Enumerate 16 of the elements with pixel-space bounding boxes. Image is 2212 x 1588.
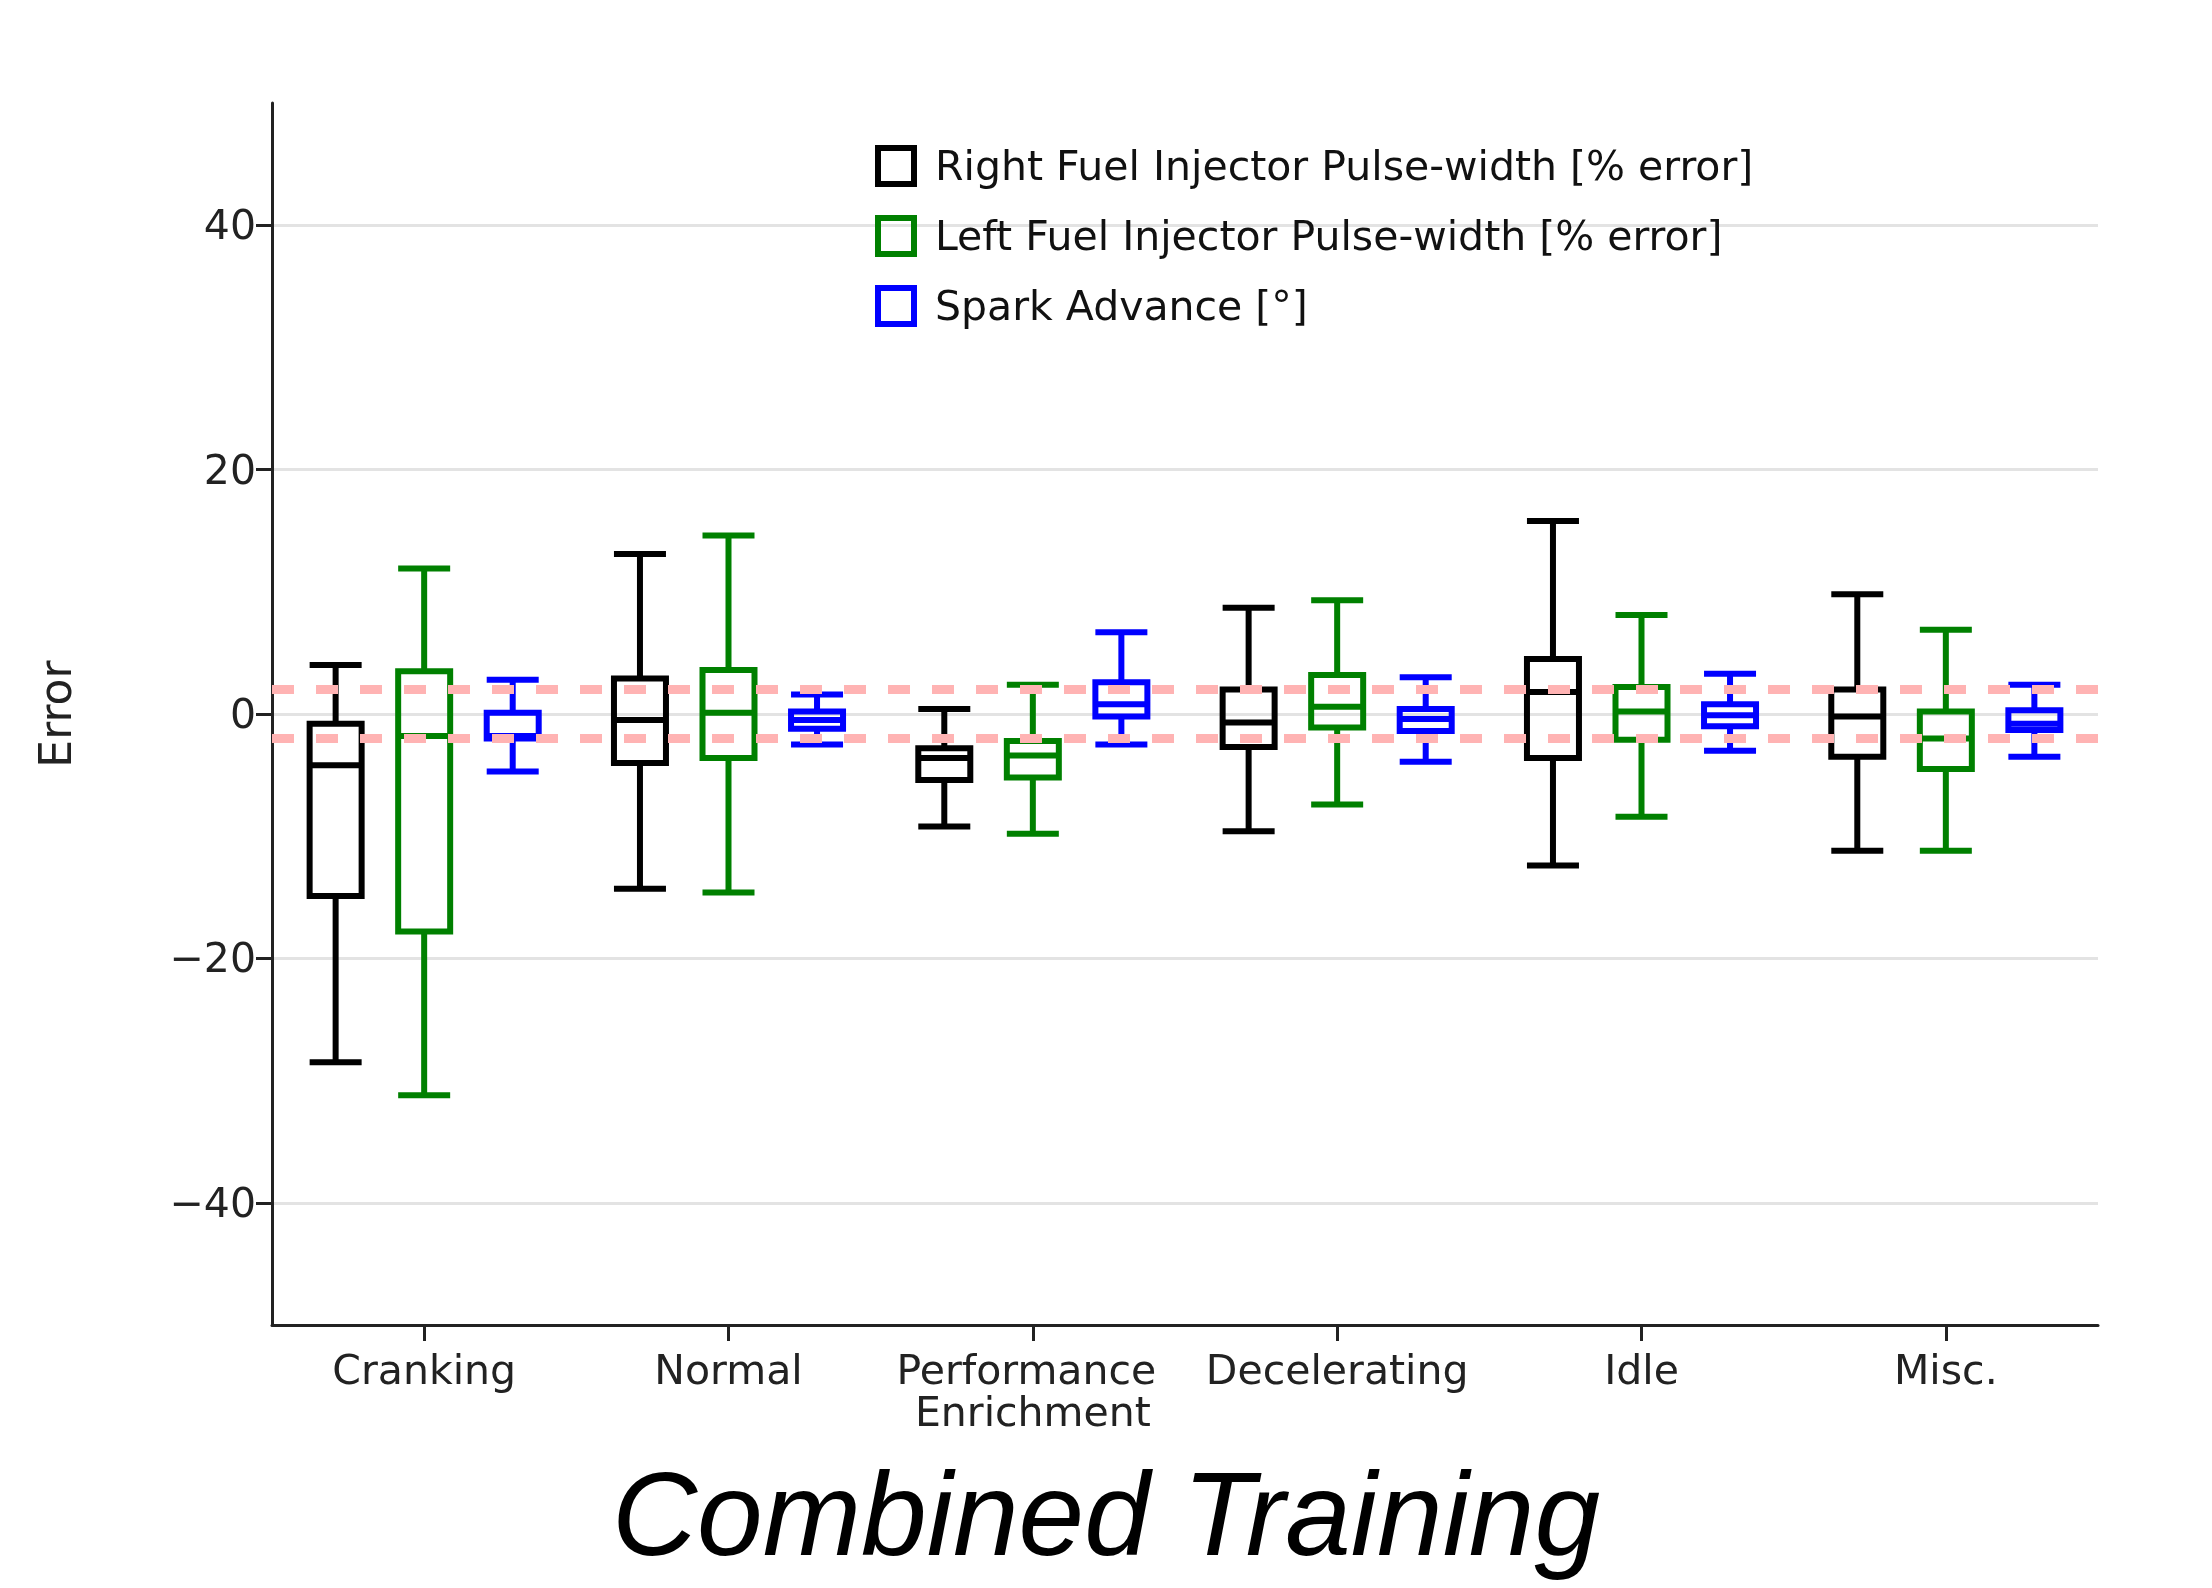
x-tick-label: Misc. — [1893, 1346, 1998, 1394]
y-tick-label: 20 — [203, 445, 256, 494]
y-tick-label: −40 — [169, 1178, 256, 1227]
y-tick-label: 40 — [203, 201, 256, 250]
text: Combined Training — [611, 1448, 1601, 1580]
legend-label: Left Fuel Injector Pulse-width [% error] — [935, 212, 1723, 260]
legend-label: Spark Advance [°] — [935, 282, 1308, 330]
legend-label: Right Fuel Injector Pulse-width [% error] — [935, 142, 1754, 190]
x-tick-label: Decelerating — [1205, 1346, 1469, 1394]
y-tick-label: 0 — [229, 690, 256, 738]
x-tick-label: Cranking — [332, 1346, 517, 1394]
y-axis-title: Error — [29, 659, 81, 768]
x-tick-label: Idle — [1604, 1346, 1679, 1394]
x-tick-label: Performance Enrichment — [896, 1346, 1170, 1436]
x-tick-label: Normal — [654, 1346, 803, 1394]
y-tick-label: −20 — [169, 934, 256, 983]
